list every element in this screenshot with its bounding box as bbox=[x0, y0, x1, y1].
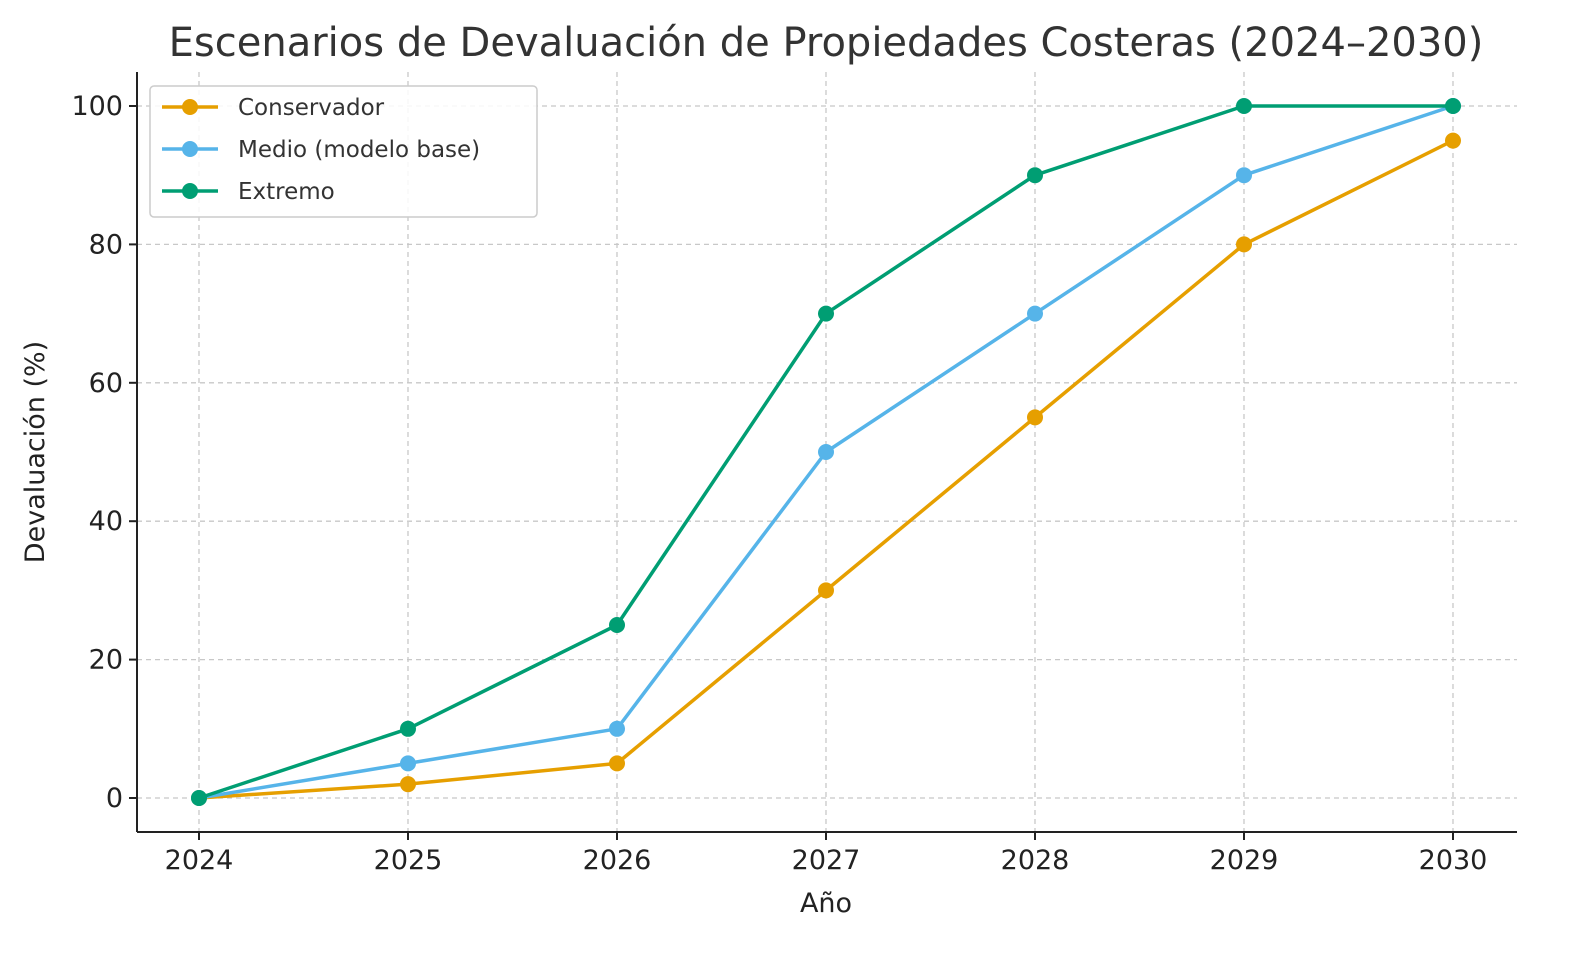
x-tick-label: 2028 bbox=[1001, 845, 1070, 876]
y-tick-label: 40 bbox=[89, 506, 123, 537]
y-tick-label: 20 bbox=[89, 645, 123, 676]
legend: Conservador Medio (modelo base) Extremo bbox=[149, 85, 538, 218]
legend-swatch-marker bbox=[182, 99, 198, 115]
data-point bbox=[400, 776, 416, 793]
y-ticks: 0 20 40 60 80 100 bbox=[71, 91, 137, 814]
series-extremo bbox=[191, 98, 1461, 806]
y-tick-label: 80 bbox=[89, 229, 123, 260]
legend-item: Extremo bbox=[162, 179, 335, 205]
legend-swatch-marker bbox=[182, 141, 198, 157]
series-group bbox=[191, 98, 1461, 806]
data-point bbox=[400, 755, 416, 772]
legend-item: Conservador bbox=[162, 95, 385, 121]
chart-title: Escenarios de Devaluación de Propiedades… bbox=[169, 20, 1484, 66]
x-tick-label: 2025 bbox=[374, 845, 443, 876]
data-point bbox=[1236, 167, 1252, 184]
y-axis-label: Devaluación (%) bbox=[20, 341, 51, 563]
data-point bbox=[818, 444, 834, 460]
data-point bbox=[1027, 409, 1043, 426]
x-tick-label: 2030 bbox=[1419, 845, 1488, 876]
data-point bbox=[400, 720, 416, 737]
data-point bbox=[609, 720, 625, 737]
x-tick-label: 2024 bbox=[165, 845, 234, 876]
data-point bbox=[818, 582, 834, 599]
x-tick-label: 2026 bbox=[583, 845, 652, 876]
legend-label: Conservador bbox=[238, 95, 385, 121]
data-point bbox=[1027, 305, 1043, 322]
data-point bbox=[818, 305, 834, 322]
legend-label: Medio (modelo base) bbox=[238, 137, 480, 163]
data-point bbox=[1027, 167, 1043, 184]
legend-box bbox=[149, 85, 538, 218]
y-tick-label: 0 bbox=[106, 783, 123, 814]
legend-label: Extremo bbox=[238, 179, 335, 205]
x-tick-label: 2029 bbox=[1210, 845, 1279, 876]
data-point bbox=[609, 617, 625, 633]
legend-swatch-marker bbox=[182, 183, 198, 199]
data-point bbox=[191, 790, 207, 806]
legend-item: Medio (modelo base) bbox=[162, 137, 480, 163]
x-axis-label: Año bbox=[800, 888, 852, 919]
y-tick-label: 60 bbox=[89, 368, 123, 399]
data-point bbox=[609, 755, 625, 772]
y-tick-label: 100 bbox=[71, 91, 123, 122]
data-point bbox=[1445, 132, 1461, 149]
data-point bbox=[1236, 236, 1252, 253]
x-ticks: 2024 2025 2026 2027 2028 2029 2030 bbox=[165, 832, 1488, 876]
data-point bbox=[1236, 98, 1252, 114]
x-tick-label: 2027 bbox=[792, 845, 861, 876]
data-point bbox=[1445, 98, 1461, 114]
